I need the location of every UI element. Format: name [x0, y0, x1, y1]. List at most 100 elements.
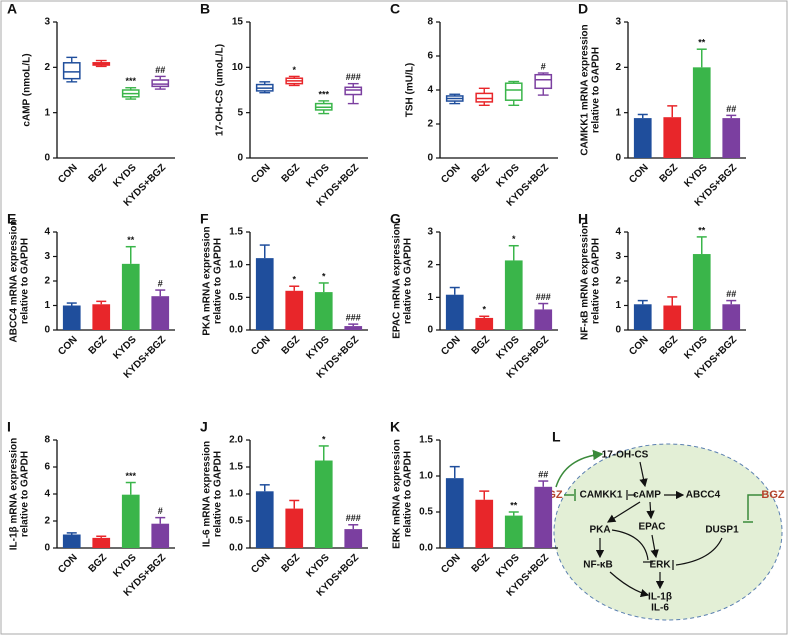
significance: #: [158, 506, 163, 516]
node-label: cAMP: [633, 490, 661, 501]
y-tick-label: 0.5: [419, 507, 433, 518]
pathway-diagram: L 17-OH-CSBGZCAMKK1cAMPABCC4BGZPKAEPACDU…: [539, 429, 785, 621]
y-tick-label: 2: [427, 259, 433, 270]
y-tick-label: 1: [427, 292, 433, 303]
significance: ##: [155, 65, 165, 75]
significance: ##: [726, 104, 736, 114]
y-axis-label: relative to GAPDH: [20, 238, 31, 324]
y-tick-label: 8: [44, 435, 50, 446]
x-tick-label: BGZ: [280, 162, 303, 185]
panel-letter: B: [200, 1, 210, 17]
y-tick-label: 4: [44, 227, 50, 238]
node-label: ABCC4: [686, 490, 721, 501]
panel-letter: J: [200, 419, 208, 435]
y-axis-label: IL-1β mRNA expression: [9, 438, 20, 550]
x-tick-label: CON: [439, 552, 463, 576]
bar: [151, 523, 170, 548]
x-tick-label: KYDS: [304, 162, 332, 190]
bar: [255, 258, 274, 330]
bar: [121, 263, 140, 330]
significance: ###: [346, 312, 361, 322]
x-tick-label: CON: [439, 334, 463, 358]
bar: [314, 460, 333, 548]
y-tick-label: 1.5: [229, 227, 243, 238]
significance: ##: [726, 289, 736, 299]
x-tick-label: BGZ: [470, 552, 493, 575]
bar: [92, 537, 111, 548]
y-tick-label: 1: [615, 107, 621, 118]
significance: *: [292, 275, 296, 285]
x-tick-label: KYDS: [494, 162, 522, 190]
x-tick-label: KYDS: [304, 334, 332, 362]
x-tick-label: BGZ: [658, 334, 681, 357]
y-tick-label: 3: [44, 17, 50, 28]
y-tick-label: 0: [615, 325, 621, 336]
x-tick-label: CON: [439, 162, 463, 186]
panel-letter: A: [7, 1, 17, 17]
y-axis-label: relative to GAPDH: [213, 451, 224, 537]
significance: #: [158, 278, 163, 288]
bar: [722, 304, 741, 330]
y-tick-label: 2: [615, 276, 621, 287]
y-tick-label: 0: [615, 153, 621, 164]
bar: [314, 292, 333, 330]
y-tick-label: 2: [44, 62, 50, 73]
x-tick-label: KYDS: [111, 552, 139, 580]
node-label: PKA: [589, 525, 610, 536]
x-tick-label: KYDS: [682, 162, 710, 190]
significance: ***: [318, 89, 329, 99]
x-tick-label: KYDS: [111, 162, 139, 190]
x-tick-label: CON: [56, 162, 80, 186]
y-axis-label: relative to GAPDH: [403, 451, 414, 537]
node-label: CAMKK1: [580, 490, 623, 501]
y-tick-label: 0: [427, 325, 433, 336]
y-tick-label: 4: [615, 227, 621, 238]
significance: ###: [346, 72, 361, 82]
y-tick-label: 0.0: [419, 543, 433, 554]
node-label: BGZ: [761, 489, 785, 501]
bar: [92, 304, 111, 330]
y-tick-label: 10: [232, 62, 244, 73]
significance: ###: [536, 292, 551, 302]
x-tick-label: KYDS: [111, 334, 139, 362]
y-tick-label: 5: [237, 107, 243, 118]
panel-letter: K: [390, 419, 400, 435]
significance: ##: [538, 469, 548, 479]
bar: [285, 508, 304, 548]
significance: *: [292, 65, 296, 75]
y-tick-label: 15: [232, 17, 244, 28]
bar: [151, 296, 170, 330]
y-tick-label: 3: [427, 227, 433, 238]
box: [344, 86, 363, 96]
bar: [633, 118, 652, 158]
box: [62, 62, 81, 80]
y-axis-label: relative to GAPDH: [591, 238, 602, 324]
bar: [534, 486, 553, 548]
y-axis-label: cAMP (nmoL/L): [22, 53, 33, 126]
node-label: EPAC: [638, 522, 665, 533]
node-label: ERK: [649, 560, 671, 571]
y-tick-label: 2: [44, 516, 50, 527]
significance: *: [482, 305, 486, 315]
arrows: [595, 461, 723, 598]
y-axis-label: PKA mRNA expression: [202, 226, 213, 335]
x-tick-label: BGZ: [280, 334, 303, 357]
bar: [62, 534, 81, 548]
significance: **: [698, 225, 706, 235]
panel-letter: E: [7, 211, 16, 227]
y-tick-label: 3: [615, 251, 621, 262]
x-tick-label: BGZ: [470, 334, 493, 357]
bar: [722, 118, 741, 158]
bgz-links: [555, 449, 762, 523]
box: [504, 82, 523, 101]
y-axis-label: relative to GAPDH: [403, 238, 414, 324]
node-label: DUSP1: [705, 525, 739, 536]
bar: [255, 491, 274, 548]
y-axis-label: ERK mRNA expression: [392, 439, 403, 549]
node-label: 17-OH-CS: [602, 450, 649, 461]
y-axis-label: CAMKK1 mRNA expression: [580, 24, 591, 155]
y-tick-label: 6: [44, 462, 50, 473]
box: [534, 73, 553, 90]
y-tick-label: 1.0: [229, 489, 243, 500]
